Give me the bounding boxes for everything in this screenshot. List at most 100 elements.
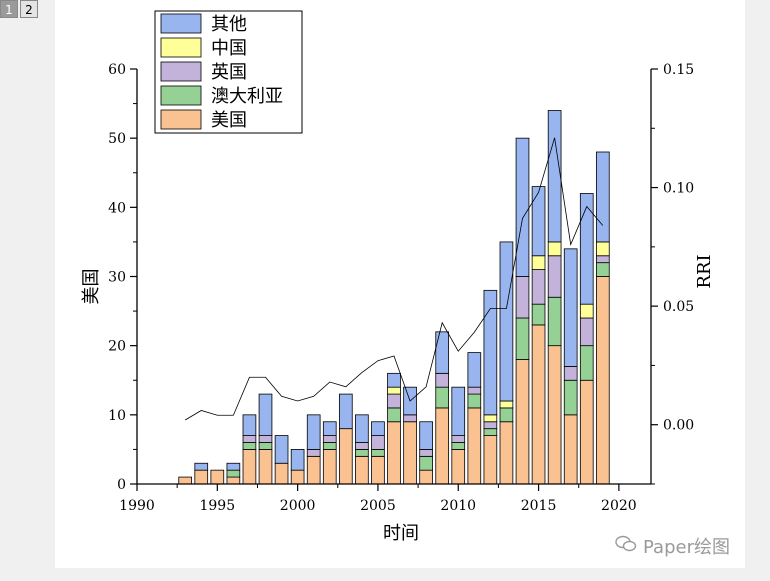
bar-2014-澳大利亚 [515, 317, 530, 360]
tab-2[interactable]: 2 [20, 0, 38, 18]
graph-canvas: 1990 1995 2000 2005 2010 2015 2020 0 10 20 30 40 50 6… [55, 0, 745, 568]
legend-swatch-澳大利亚 [160, 85, 202, 106]
bar-2005-澳大利亚 [371, 449, 385, 457]
bar-2019-美国 [595, 276, 610, 485]
bar-2019-其他 [595, 151, 610, 243]
y-tick-label-50: 50 [108, 131, 126, 147]
y-axis-title: 美国 [81, 269, 102, 305]
bar-2009-美国 [435, 407, 450, 485]
bar-2009-英国 [435, 372, 450, 388]
bar-2019-中国 [595, 241, 610, 257]
y-tick-label-20: 20 [108, 339, 126, 355]
bar-2019-英国 [595, 255, 610, 264]
legend-swatch-英国 [160, 61, 202, 82]
bar-2012-澳大利亚 [483, 428, 498, 436]
y2-tick-label-0: 0.00 [663, 418, 694, 434]
bar-2003-其他 [338, 393, 353, 430]
bar-2005-美国 [371, 455, 385, 485]
watermark-text: Paper绘图 [643, 537, 730, 558]
page-tabs: 1 2 [0, 0, 40, 20]
bar-2006-中国 [387, 386, 401, 395]
bar-2017-其他 [563, 248, 578, 367]
bar-2006-澳大利亚 [387, 407, 401, 423]
y-tick-label-10: 10 [108, 408, 126, 424]
legend-label-澳大利亚: 澳大利亚 [211, 86, 283, 107]
bar-2010-美国 [451, 449, 466, 485]
bar-2000-美国 [290, 469, 305, 485]
bar-2011-美国 [467, 407, 482, 485]
vertical-scrollbar[interactable] [755, 0, 770, 581]
bar-1997-美国 [242, 449, 257, 485]
bar-2005-其他 [371, 421, 385, 436]
bar-2016-中国 [547, 241, 562, 257]
bar-2014-其他 [515, 137, 530, 277]
y-tick-label-0: 0 [117, 477, 126, 493]
bar-2002-其他 [322, 421, 337, 436]
bar-2010-澳大利亚 [451, 442, 466, 450]
legend-label-其他: 其他 [211, 14, 247, 35]
bar-1996-澳大利亚 [226, 469, 241, 478]
bar-2002-美国 [322, 449, 337, 485]
bar-2018-美国 [579, 379, 594, 485]
bar-2016-澳大利亚 [547, 296, 562, 347]
x-tick-label-2015: 2015 [521, 498, 557, 514]
bar-2018-英国 [579, 317, 594, 347]
bar-2011-其他 [467, 352, 482, 388]
x-tick-label-2000: 2000 [280, 498, 316, 514]
y2-tick-label-1: 0.05 [663, 299, 694, 315]
bar-1998-英国 [258, 435, 273, 443]
bar-2013-美国 [499, 421, 514, 485]
bar-2002-澳大利亚 [322, 442, 337, 450]
bar-2013-澳大利亚 [499, 407, 514, 423]
bar-2018-澳大利亚 [579, 345, 594, 381]
bar-2008-澳大利亚 [419, 455, 433, 471]
bar-2014-美国 [515, 359, 530, 485]
bar-2007-英国 [403, 414, 417, 423]
bar-2011-澳大利亚 [467, 393, 482, 409]
legend-label-中国: 中国 [211, 38, 247, 59]
bar-2008-美国 [419, 469, 433, 485]
bar-2015-澳大利亚 [531, 303, 546, 326]
legend-label-英国: 英国 [211, 62, 247, 83]
bar-1995-美国 [210, 469, 225, 485]
bar-2003-美国 [338, 428, 353, 485]
bar-1993-美国 [178, 476, 193, 485]
bar-2015-美国 [531, 324, 546, 485]
bar-1996-其他 [226, 462, 241, 471]
bar-2011-英国 [467, 386, 482, 395]
bar-2013-中国 [499, 400, 514, 409]
bar-1998-美国 [258, 449, 273, 485]
bar-2012-中国 [483, 414, 498, 423]
bar-2014-英国 [515, 276, 530, 319]
bar-2004-美国 [355, 455, 369, 485]
y-tick-label-40: 40 [108, 200, 126, 216]
bar-1994-美国 [194, 469, 209, 485]
bar-1999-其他 [274, 435, 289, 464]
bar-2004-其他 [355, 414, 369, 443]
bar-2004-澳大利亚 [355, 449, 369, 457]
bar-2016-英国 [547, 255, 562, 298]
bar-2012-其他 [483, 289, 498, 416]
bar-2015-英国 [531, 269, 546, 305]
bar-2008-其他 [419, 421, 433, 450]
bar-2006-英国 [387, 393, 401, 409]
tab-1[interactable]: 1 [0, 0, 18, 18]
bar-2018-中国 [579, 303, 594, 319]
bar-2017-美国 [563, 414, 578, 485]
bar-1997-其他 [242, 414, 257, 436]
bar-2017-英国 [563, 366, 578, 381]
bar-2017-澳大利亚 [563, 379, 578, 416]
x-tick-label-2005: 2005 [360, 498, 396, 514]
bar-1997-澳大利亚 [242, 442, 257, 450]
bar-2001-美国 [306, 455, 321, 485]
bar-2010-英国 [451, 435, 466, 443]
chart: 1990 1995 2000 2005 2010 2015 2020 0 10 20 30 40 50 6… [81, 10, 715, 544]
bar-2012-美国 [483, 435, 498, 485]
bar-2016-美国 [547, 345, 562, 485]
legend-swatch-美国 [160, 109, 202, 130]
legend-swatch-其他 [160, 13, 202, 34]
y-tick-label-30: 30 [108, 270, 126, 286]
x-tick-label-2020: 2020 [601, 498, 637, 514]
rri-line [184, 137, 604, 421]
bar-2012-英国 [483, 421, 498, 430]
